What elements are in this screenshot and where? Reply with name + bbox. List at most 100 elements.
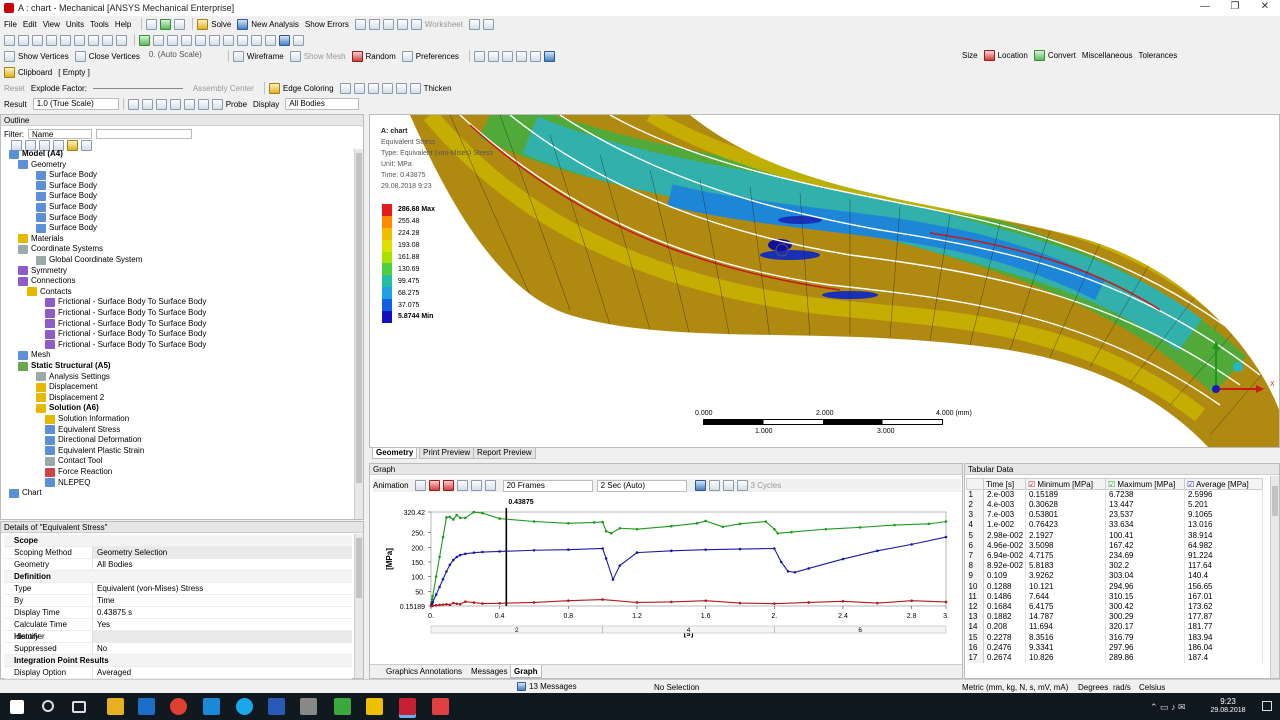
tree-item[interactable]: Solution Information	[45, 414, 129, 424]
menu-help[interactable]: Help	[114, 19, 132, 29]
tree-item[interactable]: Materials	[18, 234, 63, 244]
previous-view-icon[interactable]	[223, 34, 234, 46]
zoom-fit-icon[interactable]	[195, 34, 206, 46]
edge-style-icon[interactable]	[339, 82, 351, 94]
details-row[interactable]: Suppressed No	[4, 643, 352, 655]
angle-units[interactable]: Degrees	[1078, 683, 1109, 692]
tabular-scrollbar[interactable]	[1270, 476, 1279, 678]
tree-item[interactable]: Frictional - Surface Body To Surface Bod…	[45, 319, 206, 329]
select-all-icon[interactable]	[102, 34, 113, 46]
body-select-icon[interactable]	[60, 34, 71, 46]
box-zoom-icon[interactable]	[181, 34, 192, 46]
next-view-icon[interactable]	[237, 34, 248, 46]
play-icon[interactable]	[428, 480, 440, 491]
solve-button[interactable]: Solve	[211, 19, 232, 29]
windows-start-icon[interactable]	[10, 700, 24, 714]
details-row[interactable]: Identifier	[4, 631, 352, 643]
tree-item[interactable]: Frictional - Surface Body To Surface Bod…	[45, 297, 206, 307]
assembly-center-select[interactable]: Assembly Center	[192, 83, 254, 93]
tree-item[interactable]: Analysis Settings	[36, 372, 110, 382]
display-bodies-select[interactable]: All Bodies	[285, 98, 360, 110]
table-row[interactable]: 7 6.94e-002 4.7175 234.69 91.224	[966, 550, 1263, 562]
table-row[interactable]: 6 4.96e-002 3.5098 167.42 64.982	[966, 540, 1263, 551]
location-menu[interactable]: Location	[997, 51, 1028, 60]
random-colors-button[interactable]: Random	[365, 51, 396, 61]
tree-item[interactable]: Contacts	[27, 287, 72, 297]
vertex-select-icon[interactable]	[18, 34, 29, 46]
edge-coloring-menu[interactable]: Edge Coloring	[282, 83, 334, 93]
element-select-icon[interactable]	[88, 34, 99, 46]
edge-style-3-icon[interactable]	[367, 82, 379, 94]
ansys-icon[interactable]	[366, 698, 383, 715]
contour-icon[interactable]	[127, 98, 139, 110]
temperature-units[interactable]: Celsius	[1139, 683, 1166, 692]
app-red-icon[interactable]	[432, 698, 449, 715]
details-value[interactable]: No	[92, 643, 352, 654]
table-icon[interactable]	[354, 18, 366, 30]
clock-time[interactable]: 9:23	[1220, 697, 1236, 706]
preferences-button[interactable]: Preferences	[415, 51, 459, 61]
table-row[interactable]: 12 0.1684 6.4175 300.42 173.62	[966, 601, 1263, 613]
task-view-icon[interactable]	[72, 701, 86, 713]
menu-view[interactable]: View	[42, 19, 60, 29]
col-minimum[interactable]: Minimum [MPa]	[1037, 479, 1093, 489]
filter-select[interactable]: Name	[28, 129, 92, 139]
tab-graph[interactable]: Graph	[510, 665, 542, 678]
tree-item[interactable]: Mesh	[18, 350, 51, 360]
rotational-units[interactable]: rad/s	[1113, 683, 1131, 692]
align-icon[interactable]	[473, 50, 485, 62]
cycles-icon[interactable]	[736, 480, 748, 491]
wireframe-button[interactable]: Wireframe	[246, 51, 284, 61]
convert-menu[interactable]: Convert	[1047, 51, 1076, 60]
size-menu[interactable]: Size	[962, 51, 978, 60]
skype-icon[interactable]	[236, 698, 253, 715]
tree-item[interactable]: Equivalent Stress	[45, 425, 120, 435]
edge-select-icon[interactable]	[32, 34, 43, 46]
outline-scrollbar[interactable]	[354, 149, 363, 519]
table-row[interactable]: 1 2.e-003 0.15189 6.7238 2.5996	[966, 489, 1263, 500]
distributed-icon[interactable]	[470, 480, 482, 491]
align-2-icon[interactable]	[487, 50, 499, 62]
tree-item[interactable]: Frictional - Surface Body To Surface Bod…	[45, 340, 206, 350]
col-maximum[interactable]: Maximum [MPa]	[1117, 479, 1176, 489]
table-row[interactable]: 11 0.1486 7.644 310.15 167.01	[966, 591, 1263, 602]
result-sets-icon[interactable]	[484, 480, 496, 491]
min-icon[interactable]	[169, 98, 181, 110]
app-icon[interactable]	[300, 698, 317, 715]
table-row[interactable]: 17 0.2674 10.826 289.86 187.4	[966, 652, 1263, 663]
isometric-icon[interactable]	[251, 34, 262, 46]
details-row[interactable]: Type Equivalent (von-Mises) Stress	[4, 583, 352, 595]
details-row[interactable]: Display Option Averaged	[4, 667, 352, 679]
pan-icon[interactable]	[153, 34, 164, 46]
text-icon[interactable]	[382, 18, 394, 30]
reset-button[interactable]: Reset	[4, 83, 25, 93]
tab-graphics-annotations[interactable]: Graphics Annotations	[386, 667, 463, 676]
tolerances-menu[interactable]: Tolerances	[1138, 51, 1178, 60]
explode-factor-slider[interactable]	[92, 87, 183, 89]
tree-expand-icon[interactable]	[39, 140, 50, 151]
graphics-viewport[interactable]: A: chart Equivalent Stress Type: Equival…	[369, 114, 1280, 448]
edges-icon[interactable]	[141, 98, 153, 110]
tree-item[interactable]: Force Reaction	[45, 467, 112, 477]
details-scrollbar[interactable]	[354, 534, 363, 678]
menu-units[interactable]: Units	[65, 19, 85, 29]
probe-button[interactable]: Probe	[225, 99, 248, 109]
image-icon[interactable]	[368, 18, 380, 30]
tree-item[interactable]: Equivalent Plastic Strain	[45, 446, 144, 456]
search-icon[interactable]	[42, 700, 54, 712]
new-analysis-icon[interactable]	[237, 18, 249, 30]
details-value[interactable]: Equivalent (von-Mises) Stress	[92, 583, 352, 594]
tree-item[interactable]: Surface Body	[36, 170, 97, 180]
menu-tools[interactable]: Tools	[90, 19, 109, 29]
tree-item[interactable]: Global Coordinate System	[36, 255, 142, 265]
col-average[interactable]: Average [MPa]	[1195, 479, 1249, 489]
tree-item[interactable]: Chart	[9, 488, 42, 498]
vector-icon[interactable]	[197, 98, 209, 110]
tabular-table[interactable]: Time [s] ☑ Minimum [MPa] ☑ Maximum [MPa]…	[966, 478, 1263, 663]
tree-collapse-icon[interactable]	[53, 140, 64, 151]
stop-icon[interactable]	[442, 480, 454, 491]
tree-item[interactable]: Model (A4)	[9, 149, 63, 159]
table-row[interactable]: 14 0.208 11.694 320.17 181.77	[966, 622, 1263, 633]
table-row[interactable]: 13 0.1882 14.787 300.29 177.87	[966, 612, 1263, 623]
camera-icon[interactable]	[396, 18, 408, 30]
